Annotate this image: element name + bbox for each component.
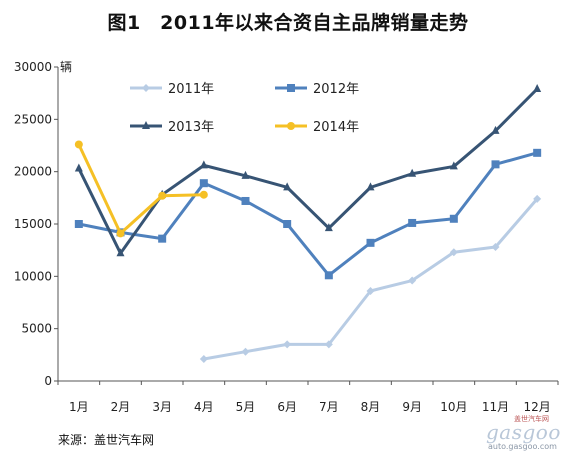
legend-item: 2012年 [275,82,359,97]
watermark-url: auto.gasgoo.com [488,442,557,451]
data-point [116,229,125,238]
x-tick-labels: 1月 2月 3月 4月 5月 6月 7月 8月 9月 10月 11月 12月 [69,400,551,414]
data-point [366,238,375,247]
data-point [491,160,500,169]
legend-label: 2011年 [168,82,214,97]
y-tick-label: 25000 [14,112,52,126]
legend-swatch-marker [142,84,150,92]
series-0 [199,194,542,364]
x-tick-label: 4月 [194,400,214,414]
data-point [449,248,458,257]
series-lines [74,83,542,364]
data-point [283,220,292,228]
x-tick-label: 8月 [361,400,381,414]
y-tick-labels: 0 5000 10000 15000 20000 25000 30000 辆 [14,60,72,388]
x-tick-label: 2月 [111,400,131,414]
watermark-logo: 盖世汽车网 gasgoo auto.gasgoo.com [470,414,574,452]
data-point [491,125,500,134]
y-tick-label: 20000 [14,165,52,179]
x-tick-label: 6月 [277,400,297,414]
series-line [203,197,539,361]
series-3 [74,140,208,238]
x-tick-label: 11月 [482,400,509,414]
series-line [78,151,538,277]
data-point [74,163,83,172]
data-point [408,168,417,177]
data-point [241,170,250,179]
series-1 [74,148,542,280]
data-point [283,340,292,349]
y-unit-label: 辆 [60,60,72,74]
data-point [408,218,417,227]
data-point [533,148,542,157]
data-point [158,191,167,200]
data-point [324,271,333,280]
data-point [199,160,208,169]
y-tick-label: 0 [44,374,52,388]
data-point [158,234,167,243]
y-tick-label: 15000 [14,217,52,231]
legend-label: 2013年 [168,120,214,135]
series-line [77,87,539,255]
x-tick-label: 10月 [440,400,467,414]
source-note: 来源：盖世汽车网 [58,433,155,447]
x-tick-label: 7月 [319,400,339,414]
data-point [366,286,375,295]
legend-label: 2012年 [313,82,359,97]
data-point [116,248,125,257]
data-point [449,214,458,223]
legend-label: 2014年 [313,120,359,135]
data-point [366,182,375,191]
watermark-logo-text: gasgoo [486,420,561,444]
chart-axes [54,66,559,385]
legend-swatch-marker [287,84,295,92]
x-tick-label: 3月 [152,400,172,414]
legend-swatch-marker [142,121,150,129]
series-line [77,143,204,235]
series-2 [74,83,542,257]
data-point [533,83,542,92]
data-point [408,276,417,285]
y-tick-label: 10000 [14,269,52,283]
x-tick-label: 12月 [524,400,551,414]
data-point [533,194,542,203]
x-tick-label: 5月 [236,400,256,414]
data-point [283,182,292,191]
data-point [74,140,83,149]
data-point [199,179,208,188]
data-point [491,243,500,252]
y-tick-label: 5000 [21,322,52,336]
data-point [241,196,250,205]
data-point [449,161,458,170]
data-point [199,190,208,199]
watermark-cn: 盖世汽车网 [514,415,549,423]
data-point [199,355,208,364]
chart-title: 图1 2011年以来合资自主品牌销量走势 [107,12,469,34]
legend: 2011年 2012年 2013年 2014年 [130,82,359,135]
data-point [324,340,333,349]
x-tick-label: 1月 [69,400,89,414]
y-tick-label: 30000 [14,60,52,74]
data-point [324,223,333,232]
legend-item: 2013年 [130,120,214,135]
legend-item: 2014年 [275,120,359,135]
x-tick-label: 9月 [402,400,422,414]
legend-item: 2011年 [130,82,214,97]
legend-swatch-marker [287,122,295,130]
data-point [241,347,250,356]
data-point [74,220,83,228]
